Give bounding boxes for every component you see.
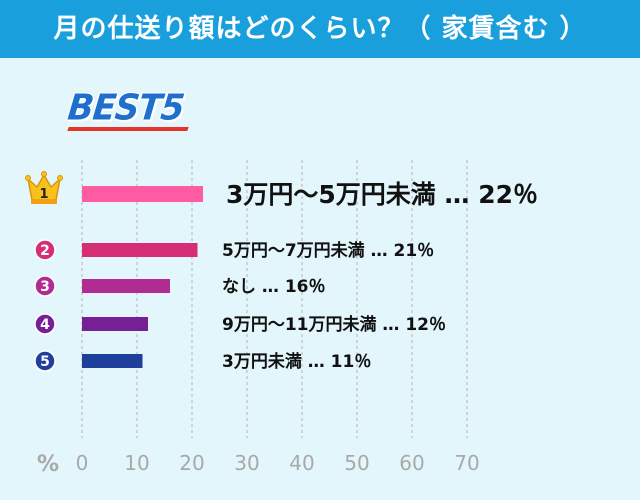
x-tick-label: 40 xyxy=(289,451,314,475)
bar-labels: 3万円～5万円未満 … 22％ 5万円～7万円未満 … 21％ なし … 16％ 9万… xyxy=(222,180,538,372)
bar-rank-4 xyxy=(82,317,148,331)
grid-lines xyxy=(81,160,468,438)
bar-rank-3 xyxy=(82,279,170,293)
x-tick-label: 0 xyxy=(76,451,89,475)
x-tick-label: 10 xyxy=(124,451,149,475)
bar-rank-2 xyxy=(82,243,198,257)
rank-number-5: 5 xyxy=(40,354,50,370)
rank-circle-4 xyxy=(34,313,56,335)
bar-rank-5 xyxy=(82,354,143,368)
x-tick-label: 30 xyxy=(234,451,259,475)
bar-label-rank-4: 9万円～11万円未満 … 12％ xyxy=(222,314,446,335)
rank-circle-5 xyxy=(34,350,56,372)
x-axis: 0 10 20 30 40 50 60 70% xyxy=(37,451,480,477)
rank-circle-3 xyxy=(34,275,56,297)
header-bar xyxy=(0,0,640,58)
bar-rank-1 xyxy=(82,186,203,202)
rank-number-3: 3 xyxy=(40,279,50,295)
page-title: 月の仕送り額はどのくらい？（ 家賃含む ） xyxy=(53,14,587,44)
crown-icon: 1 xyxy=(25,171,63,204)
rank-circle-2 xyxy=(34,239,56,261)
rank-number-2: 2 xyxy=(40,243,50,259)
rank-markers: 1 2 3 4 5 xyxy=(25,171,63,372)
bars xyxy=(82,186,203,368)
x-tick-label: 20 xyxy=(179,451,204,475)
x-tick-label: 70 xyxy=(454,451,479,475)
bar-label-rank-2: 5万円～7万円未満 … 21％ xyxy=(222,240,434,261)
x-tick-label: 50 xyxy=(344,451,369,475)
bar-label-rank-1: 3万円～5万円未満 … 22％ xyxy=(226,180,538,209)
bar-label-rank-5: 3万円未満 … 11％ xyxy=(222,351,371,372)
bar-label-rank-3: なし … 16％ xyxy=(222,277,326,297)
rank-number-1: 1 xyxy=(39,187,48,202)
x-axis-unit: % xyxy=(37,452,59,477)
x-tick-label: 60 xyxy=(399,451,424,475)
rank-number-4: 4 xyxy=(40,317,50,333)
